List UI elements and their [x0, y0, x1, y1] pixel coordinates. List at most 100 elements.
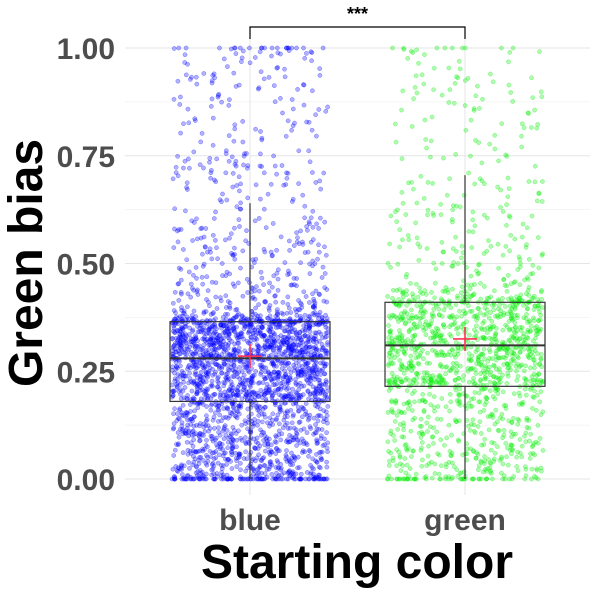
data-point-blue	[259, 135, 265, 141]
data-point-green	[474, 317, 479, 323]
data-point-blue	[171, 323, 177, 329]
data-point-blue	[232, 348, 238, 354]
data-point-green	[521, 331, 527, 337]
y-tick-label: 0.50	[57, 249, 115, 282]
data-point-blue	[258, 196, 263, 202]
data-point-green	[468, 273, 474, 279]
data-point-blue	[318, 449, 324, 455]
data-point-blue	[170, 335, 175, 341]
data-point-blue	[230, 437, 236, 442]
data-point-blue	[322, 219, 328, 225]
data-point-blue	[278, 96, 283, 101]
data-point-blue	[225, 64, 230, 69]
data-point-blue	[219, 261, 225, 266]
data-point-green	[529, 125, 534, 130]
data-point-blue	[237, 376, 243, 382]
data-point-blue	[275, 376, 281, 382]
x-tick-label: green	[424, 504, 506, 537]
data-point-blue	[182, 338, 188, 344]
data-point-green	[515, 267, 521, 272]
data-point-blue	[239, 381, 244, 387]
data-point-blue	[202, 338, 208, 343]
data-point-blue	[325, 342, 330, 348]
data-point-blue	[243, 449, 249, 455]
data-point-green	[538, 355, 544, 361]
data-point-blue	[170, 176, 176, 182]
data-point-green	[532, 474, 537, 479]
data-point-blue	[259, 476, 265, 482]
data-point-green	[503, 152, 509, 158]
data-point-green	[447, 176, 452, 182]
data-point-blue	[170, 466, 176, 472]
x-tick-labels: blue green	[219, 504, 506, 537]
data-point-green	[453, 152, 459, 157]
data-point-blue	[263, 436, 269, 442]
data-point-blue	[312, 346, 318, 352]
data-point-green	[512, 324, 518, 330]
data-point-blue	[233, 307, 239, 313]
data-point-blue	[195, 344, 201, 350]
data-point-blue	[237, 188, 242, 194]
data-point-green	[438, 296, 444, 302]
data-point-green	[443, 404, 449, 410]
data-point-green	[533, 408, 539, 413]
data-point-blue	[184, 257, 190, 263]
data-point-blue	[313, 422, 318, 427]
data-point-green	[480, 469, 486, 475]
data-point-blue	[278, 387, 284, 392]
data-point-blue	[306, 476, 312, 482]
data-point-blue	[183, 476, 189, 482]
data-point-blue	[240, 380, 245, 386]
data-point-blue	[177, 314, 183, 319]
data-point-blue	[170, 345, 176, 350]
data-point-blue	[226, 457, 231, 462]
data-point-blue	[269, 393, 275, 399]
data-point-blue	[289, 127, 294, 133]
data-point-blue	[256, 348, 261, 353]
data-point-blue	[271, 347, 276, 353]
data-point-green	[410, 417, 416, 423]
data-point-green	[523, 392, 529, 398]
data-point-blue	[187, 165, 192, 171]
data-point-blue	[181, 165, 186, 171]
data-point-blue	[207, 303, 212, 309]
data-point-blue	[309, 127, 315, 133]
data-point-blue	[212, 371, 218, 377]
data-point-blue	[239, 59, 244, 64]
data-point-green	[424, 246, 430, 251]
data-point-blue	[212, 410, 218, 416]
data-point-blue	[234, 204, 240, 210]
data-point-blue	[290, 346, 295, 351]
data-point-blue	[287, 248, 292, 253]
data-point-blue	[201, 379, 206, 385]
data-point-blue	[218, 344, 224, 350]
data-point-blue	[175, 380, 181, 386]
data-point-green	[444, 192, 450, 198]
data-point-blue	[304, 119, 309, 125]
data-point-green	[389, 399, 395, 405]
data-point-green	[482, 436, 488, 442]
data-point-blue	[284, 454, 290, 460]
data-point-blue	[203, 476, 209, 482]
data-point-blue	[170, 388, 176, 394]
data-point-blue	[238, 206, 244, 212]
data-point-blue	[223, 305, 229, 310]
data-point-blue	[237, 365, 242, 370]
data-point-blue	[284, 170, 289, 176]
data-point-green	[424, 420, 430, 426]
data-point-blue	[310, 263, 315, 269]
data-point-blue	[325, 440, 331, 446]
data-point-blue	[285, 470, 291, 476]
data-point-green	[480, 368, 486, 374]
data-point-green	[484, 395, 490, 401]
data-point-green	[425, 180, 431, 185]
data-point-blue	[275, 276, 281, 282]
data-point-blue	[234, 371, 240, 376]
data-point-blue	[322, 436, 327, 442]
data-point-blue	[261, 76, 267, 82]
data-point-blue	[256, 324, 261, 330]
data-point-blue	[198, 421, 203, 426]
data-point-blue	[292, 120, 297, 126]
data-point-blue	[192, 345, 198, 351]
data-point-green	[397, 455, 403, 460]
